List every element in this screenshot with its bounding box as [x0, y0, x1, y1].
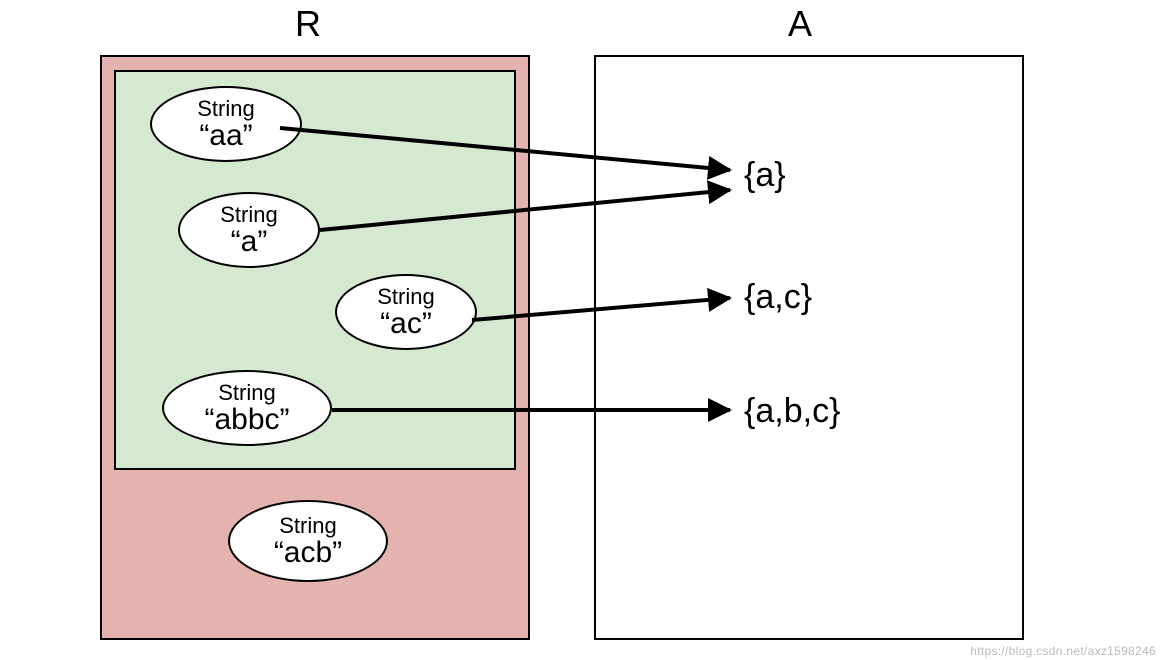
string-ellipse-ac: String“ac”	[335, 274, 477, 350]
ellipse-value-label: “abbc”	[204, 404, 289, 436]
string-ellipse-abbc: String“abbc”	[162, 370, 332, 446]
left-title: R	[295, 6, 321, 42]
set-label-s2: {a,c}	[744, 278, 812, 317]
right-box	[594, 55, 1024, 640]
ellipse-type-label: String	[220, 203, 277, 226]
ellipse-value-label: “acb”	[274, 537, 342, 569]
watermark: https://blog.csdn.net/axz1598246	[970, 644, 1156, 658]
string-ellipse-aa: String“aa”	[150, 86, 302, 162]
string-ellipse-a: String“a”	[178, 192, 320, 268]
ellipse-type-label: String	[197, 97, 254, 120]
ellipse-value-label: “ac”	[380, 308, 432, 340]
diagram-canvas: { "diagram": { "type": "mapping-diagram"…	[0, 0, 1162, 660]
set-label-s3: {a,b,c}	[744, 392, 840, 431]
set-label-s1: {a}	[744, 156, 786, 195]
right-title: A	[788, 6, 812, 42]
ellipse-value-label: “aa”	[199, 120, 252, 152]
ellipse-type-label: String	[218, 381, 275, 404]
string-ellipse-acb: String“acb”	[228, 500, 388, 582]
ellipse-type-label: String	[377, 285, 434, 308]
ellipse-type-label: String	[279, 514, 336, 537]
ellipse-value-label: “a”	[231, 226, 268, 258]
